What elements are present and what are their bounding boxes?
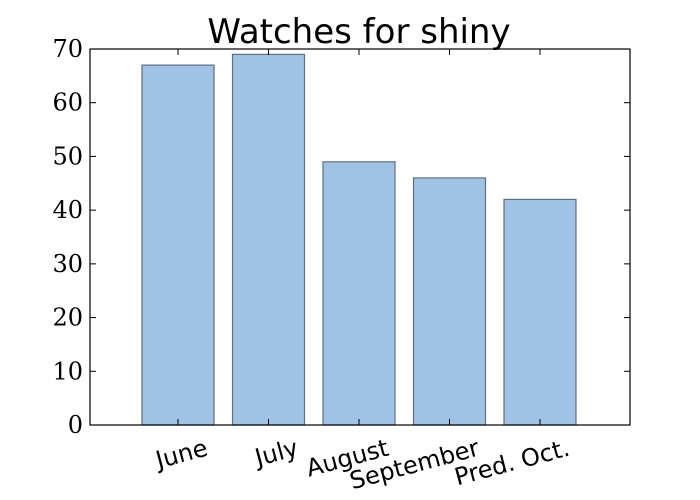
y-tick-label: 70 [52, 35, 83, 63]
bar-august [322, 161, 396, 426]
y-tick-label: 40 [52, 196, 83, 224]
bar-june [141, 64, 215, 426]
bars-group [141, 53, 577, 426]
bar-july [231, 53, 306, 426]
y-tick-label: 60 [52, 89, 83, 117]
y-axis: 0 10 20 30 40 50 60 70 [52, 35, 630, 439]
y-tick-label: 10 [52, 357, 83, 385]
bar-september [412, 177, 487, 426]
y-tick-label: 0 [68, 411, 83, 439]
bar-pred-oct [503, 198, 577, 426]
y-tick-label: 30 [52, 250, 83, 278]
x-tick-label: June [151, 434, 211, 475]
chart-title: Watches for shiny [207, 12, 510, 52]
x-tick-label: July [250, 434, 301, 473]
y-tick-label: 50 [52, 142, 83, 170]
plot-frame [89, 48, 631, 426]
y-tick-label: 20 [52, 304, 83, 332]
